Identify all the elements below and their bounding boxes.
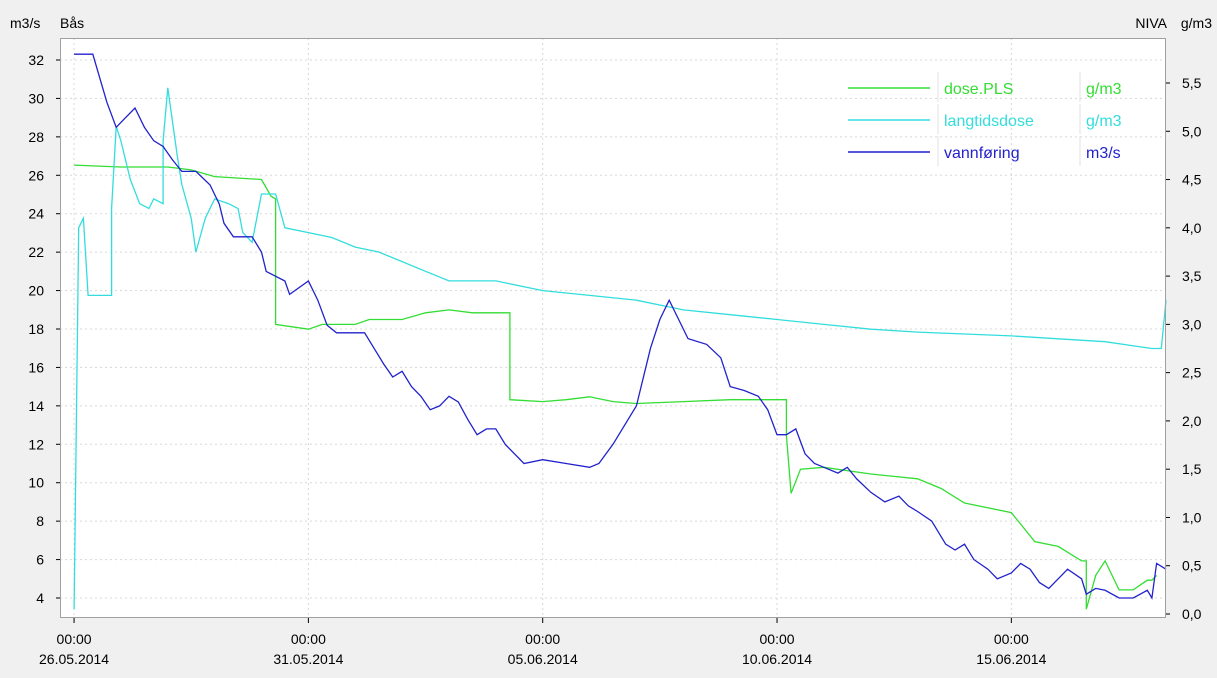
x-axis-tick-date: 31.05.2014 <box>273 651 343 667</box>
right-axis-tick-label: 5,0 <box>1182 123 1202 139</box>
right-axis-tick-label: 4,5 <box>1182 172 1202 188</box>
series-line-dosepls <box>74 164 1158 610</box>
right-axis-tick-label: 2,0 <box>1182 413 1202 429</box>
x-axis-tick-time: 00:00 <box>291 631 326 647</box>
right-axis-tick-label: 1,0 <box>1182 509 1202 525</box>
left-axis-tick-label: 8 <box>36 513 44 529</box>
axes: 4 6 8 10 12 14 16 18 20 22 24 26 28 30 32 0,0 0,5 1,0 1,5 2… <box>28 52 1201 667</box>
x-axis-tick-time: 00:00 <box>57 631 92 647</box>
left-axis-tick-label: 10 <box>28 475 44 491</box>
right-axis-tick-label: 0,5 <box>1182 558 1202 574</box>
x-axis-tick-time: 00:00 <box>760 631 795 647</box>
legend-series-unit: m3/s <box>1086 145 1121 162</box>
legend-series-name: langtidsdose <box>944 113 1034 130</box>
legend-series-unit: g/m3 <box>1086 81 1122 98</box>
x-axis-tick-time: 00:00 <box>525 631 560 647</box>
left-axis-tick-label: 12 <box>28 436 44 452</box>
series-lines <box>73 53 1167 610</box>
left-axis-tick-label: 20 <box>28 283 44 299</box>
left-axis-tick-label: 30 <box>28 90 44 106</box>
left-axis-tick-label: 24 <box>28 206 44 222</box>
right-station-label: NIVA <box>1135 15 1167 31</box>
left-station-label: Bås <box>60 15 84 31</box>
left-axis-unit: m3/s <box>10 15 40 31</box>
grid <box>60 38 1166 618</box>
x-axis-tick-date: 05.06.2014 <box>508 651 578 667</box>
right-axis-tick-label: 3,0 <box>1182 316 1202 332</box>
x-axis-tick-date: 10.06.2014 <box>742 651 812 667</box>
legend: dose.PLS g/m3 langtidsdose g/m3 vannføring m3… <box>848 72 1122 166</box>
right-axis-tick-label: 0,0 <box>1182 606 1202 622</box>
left-axis-tick-label: 6 <box>36 552 44 568</box>
left-axis-tick-label: 4 <box>36 590 44 606</box>
left-axis-tick-label: 28 <box>28 129 44 145</box>
left-axis-tick-label: 22 <box>28 244 44 260</box>
left-axis-tick-label: 14 <box>28 398 44 414</box>
right-axis-unit: g/m3 <box>1181 15 1212 31</box>
legend-series-unit: g/m3 <box>1086 113 1122 130</box>
x-axis-tick-date: 15.06.2014 <box>976 651 1046 667</box>
left-axis-tick-label: 18 <box>28 321 44 337</box>
series-line-vannfring <box>74 53 1167 600</box>
left-axis-tick-label: 32 <box>28 52 44 68</box>
right-axis-tick-label: 2,5 <box>1182 365 1202 381</box>
right-axis-tick-label: 5,5 <box>1182 75 1202 91</box>
left-axis-tick-label: 26 <box>28 167 44 183</box>
x-axis-tick-time: 00:00 <box>994 631 1029 647</box>
plot-border <box>60 38 1166 618</box>
right-axis-tick-label: 3,5 <box>1182 268 1202 284</box>
legend-series-name: dose.PLS <box>944 81 1013 98</box>
right-axis-tick-label: 1,5 <box>1182 461 1202 477</box>
x-axis-tick-date: 26.05.2014 <box>39 651 109 667</box>
series-line-langtidsdose <box>73 87 1167 610</box>
right-axis-tick-label: 4,0 <box>1182 220 1202 236</box>
left-axis-tick-label: 16 <box>28 359 44 375</box>
legend-series-name: vannføring <box>944 145 1020 162</box>
